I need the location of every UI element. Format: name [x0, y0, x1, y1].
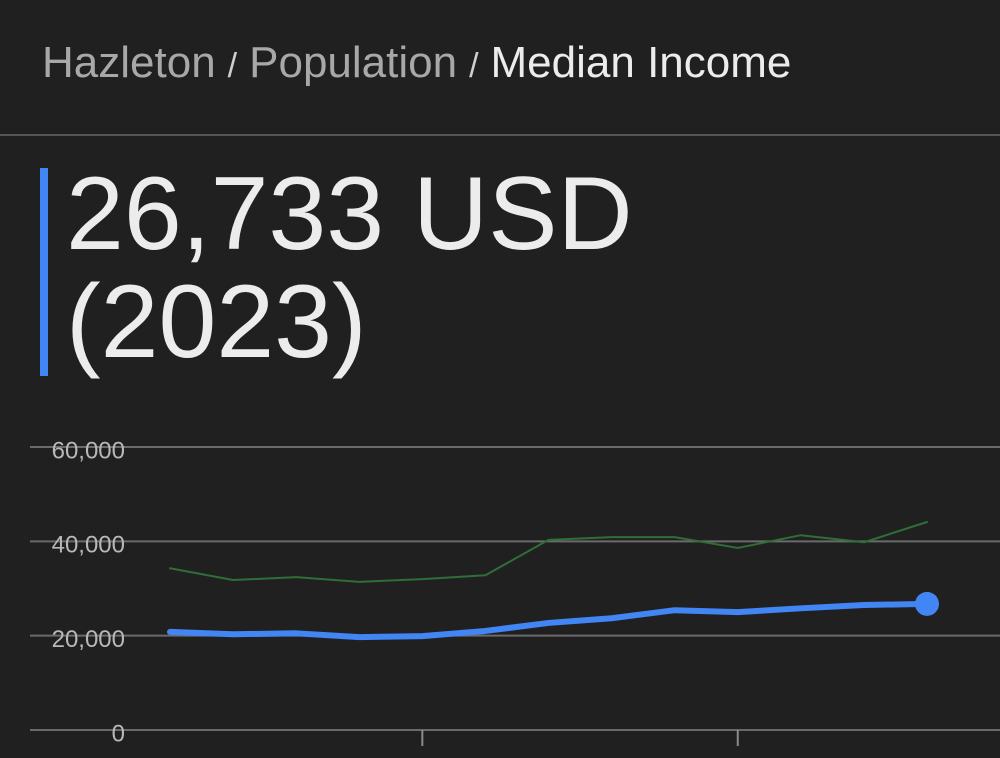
y-tick-label: 0	[112, 720, 125, 747]
breadcrumb: Hazleton / Population / Median Income	[42, 38, 791, 88]
y-tick-label: 20,000	[52, 626, 125, 653]
separator: /	[227, 47, 238, 85]
series-line	[167, 600, 930, 641]
headline-value: 26,733 USD	[66, 156, 633, 272]
breadcrumb-link[interactable]: Population	[249, 38, 458, 87]
last-point	[915, 591, 939, 616]
series-line	[169, 520, 928, 583]
separator: /	[469, 47, 479, 85]
breadcrumb-link[interactable]: Hazleton	[42, 38, 216, 87]
divider	[0, 134, 1000, 136]
y-tick-label: 60,000	[52, 437, 125, 464]
breadcrumb-current: Median Income	[490, 38, 792, 87]
y-tick-label: 40,000	[52, 532, 125, 559]
accent-bar	[40, 168, 48, 376]
headline-year: (2023)	[66, 264, 367, 380]
headline: 26,733 USD (2023)	[66, 160, 633, 376]
